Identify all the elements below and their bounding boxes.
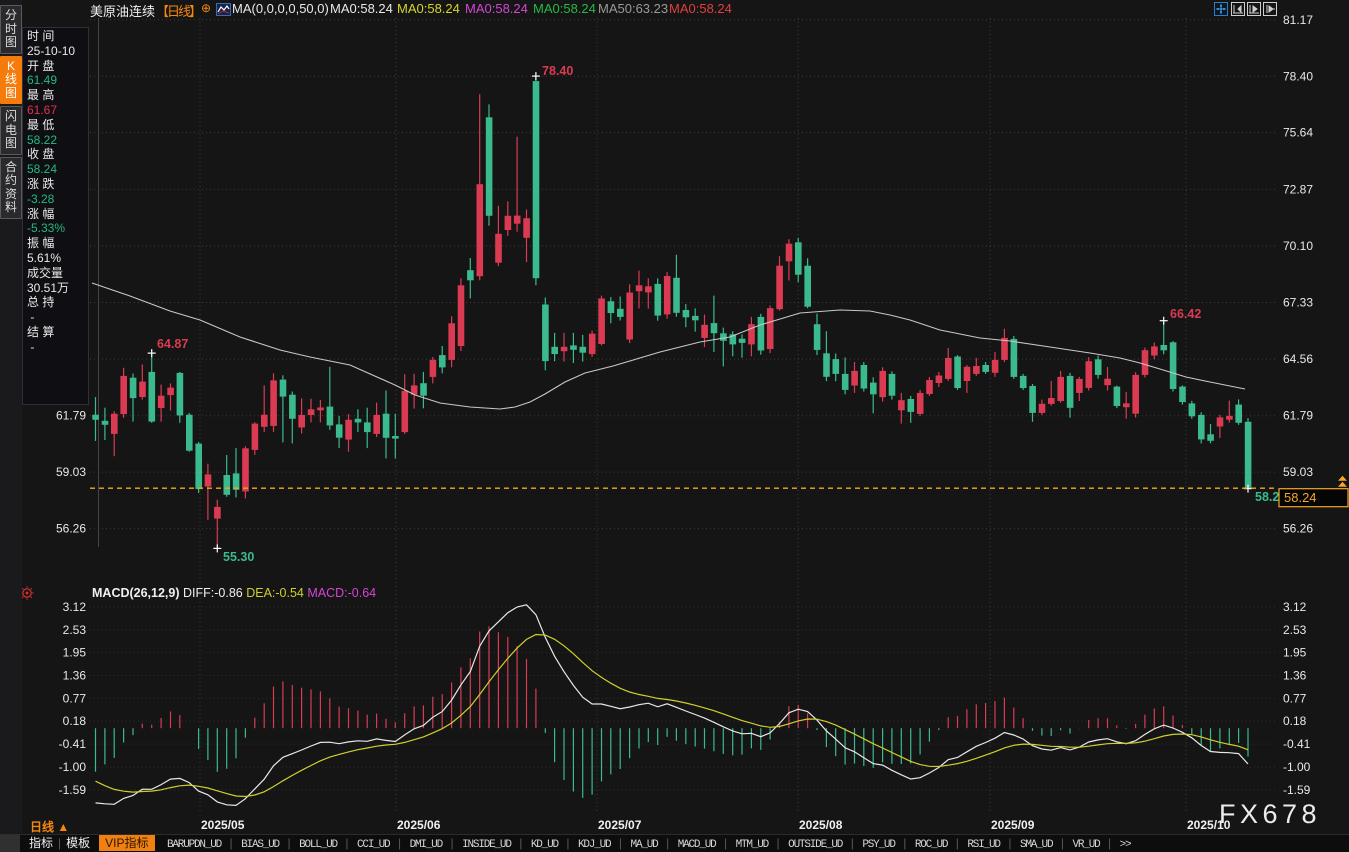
svg-text:56.26: 56.26: [1283, 522, 1313, 536]
svg-text:64.87: 64.87: [157, 337, 188, 351]
svg-text:1.36: 1.36: [1283, 668, 1307, 682]
svg-text:-1.59: -1.59: [59, 783, 87, 797]
svg-text:70.10: 70.10: [1283, 239, 1313, 253]
svg-text:78.40: 78.40: [542, 64, 573, 78]
svg-text:67.33: 67.33: [1283, 296, 1313, 310]
svg-text:59.03: 59.03: [1283, 465, 1313, 479]
svg-text:81.17: 81.17: [1283, 13, 1313, 27]
svg-text:1.95: 1.95: [63, 645, 87, 659]
svg-text:-0.41: -0.41: [1283, 737, 1311, 751]
svg-text:3.12: 3.12: [1283, 600, 1307, 614]
svg-text:MACD(26,12,9) DIFF:-0.86 DEA:: MACD(26,12,9) DIFF:-0.86 DEA:-0.54 MACD:…: [92, 586, 376, 600]
svg-text:3.12: 3.12: [63, 600, 87, 614]
svg-text:58.24: 58.24: [1284, 490, 1317, 505]
svg-text:2025/07: 2025/07: [598, 818, 642, 832]
svg-text:1.95: 1.95: [1283, 645, 1307, 659]
svg-text:0.18: 0.18: [63, 714, 87, 728]
svg-text:2.53: 2.53: [1283, 623, 1307, 637]
svg-text:66.42: 66.42: [1170, 307, 1201, 321]
svg-text:-1.00: -1.00: [1283, 760, 1311, 774]
svg-text:2025/06: 2025/06: [397, 818, 441, 832]
svg-text:0.77: 0.77: [1283, 691, 1307, 705]
svg-text:2.53: 2.53: [63, 623, 87, 637]
svg-text:61.79: 61.79: [1283, 409, 1313, 423]
svg-text:0.77: 0.77: [63, 691, 87, 705]
svg-text:-1.59: -1.59: [1283, 783, 1311, 797]
svg-text:56.26: 56.26: [56, 522, 86, 536]
svg-text:72.87: 72.87: [1283, 182, 1313, 196]
svg-text:0.18: 0.18: [1283, 714, 1307, 728]
svg-text:61.79: 61.79: [56, 409, 86, 423]
svg-text:55.30: 55.30: [223, 550, 254, 564]
svg-text:1.36: 1.36: [63, 668, 87, 682]
svg-text:75.64: 75.64: [1283, 126, 1313, 140]
svg-text:2025/08: 2025/08: [799, 818, 843, 832]
svg-text:2025/10: 2025/10: [1187, 818, 1231, 832]
svg-text:64.56: 64.56: [1283, 352, 1313, 366]
svg-text:78.40: 78.40: [1283, 69, 1313, 83]
svg-text:59.03: 59.03: [56, 465, 86, 479]
svg-text:-0.41: -0.41: [59, 737, 87, 751]
svg-text:-1.00: -1.00: [59, 760, 87, 774]
svg-text:2025/09: 2025/09: [991, 818, 1035, 832]
svg-text:2025/05: 2025/05: [201, 818, 245, 832]
